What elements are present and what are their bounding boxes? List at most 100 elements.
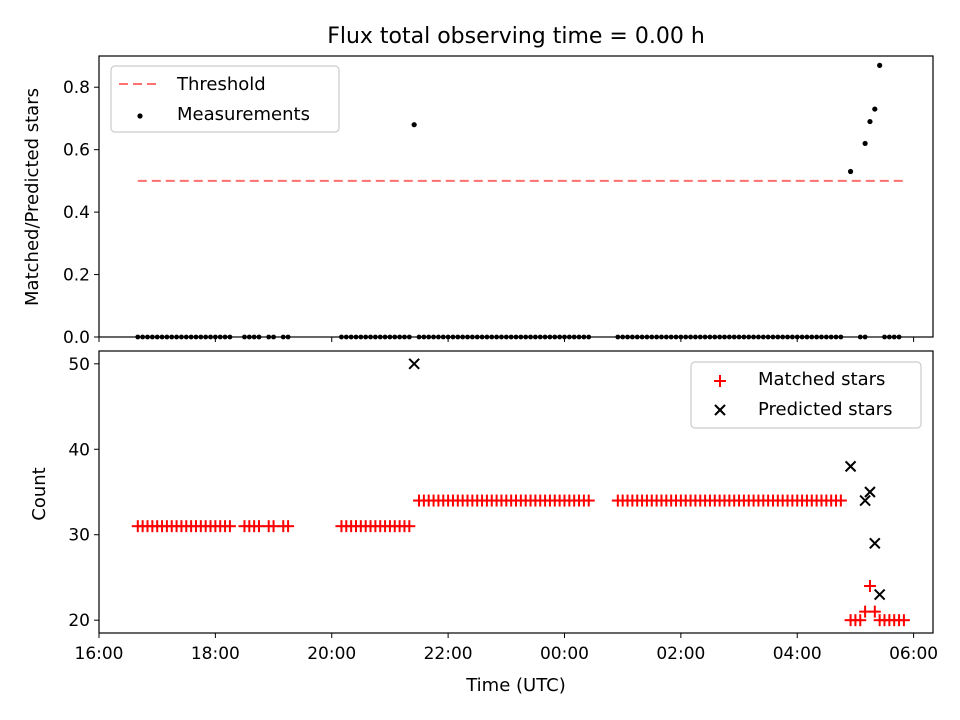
- matched-star-marker: [282, 520, 295, 533]
- threshold-legend-label: Threshold: [176, 74, 266, 95]
- measurement-point: [896, 334, 902, 340]
- matched-star-marker: [854, 614, 867, 627]
- measurement-point: [465, 334, 470, 340]
- measurement-point: [659, 334, 664, 340]
- matched-star-marker: [582, 494, 595, 507]
- measurement-point: [542, 334, 548, 340]
- measurement-point: [620, 334, 626, 340]
- predicted-star-marker: [864, 486, 876, 498]
- measurement-point: [135, 334, 141, 340]
- measurement-point: [872, 106, 878, 112]
- top-y-tick-label: 0.6: [63, 141, 90, 161]
- measurement-point: [266, 334, 272, 340]
- predicted-stars-legend-marker: [714, 404, 726, 416]
- measurements-legend-label: Measurements: [177, 104, 310, 125]
- measurement-point: [508, 334, 514, 340]
- measurement-point: [862, 334, 868, 340]
- measurement-point: [654, 334, 660, 340]
- bottom-x-tick-label: 06:00: [889, 644, 938, 664]
- matched-stars-legend-label: Matched stars: [758, 369, 885, 390]
- measurement-point: [450, 334, 456, 340]
- measurement-point: [673, 334, 679, 340]
- measurement-point: [644, 334, 650, 340]
- bottom-y-tick-label: 20: [68, 611, 90, 631]
- measurement-point: [421, 334, 427, 340]
- measurement-point: [494, 334, 500, 340]
- top-legend-frame: [110, 65, 340, 133]
- top-y-tick-label: 0.2: [63, 266, 90, 286]
- predicted-star-marker: [873, 588, 886, 601]
- top-panel: 0.00.20.40.60.8 Matched/Predicted stars …: [22, 55, 934, 348]
- measurement-point: [431, 334, 436, 340]
- bottom-plot-frame: [98, 350, 934, 634]
- measurement-point: [615, 334, 621, 340]
- matched-star-marker: [863, 580, 876, 592]
- measurement-point: [440, 334, 446, 340]
- measurement-point: [179, 334, 184, 340]
- bottom-legend: Matched stars Predicted stars: [690, 361, 922, 429]
- measurement-point: [780, 334, 786, 340]
- measurement-point: [212, 334, 218, 340]
- bottom-y-tick-label: 40: [68, 440, 90, 460]
- bottom-y-axis-label: Count: [29, 467, 50, 520]
- bottom-x-tick-label: 02:00: [656, 644, 705, 664]
- measurement-point: [363, 334, 369, 340]
- measurement-point: [765, 334, 771, 340]
- measurement-point: [741, 334, 747, 340]
- measurement-point: [857, 334, 863, 340]
- matched-star-marker: [834, 494, 847, 507]
- measurement-point: [804, 334, 810, 340]
- measurement-point: [566, 334, 572, 340]
- measurement-point: [751, 334, 756, 340]
- top-plot-area: 0.0 0.2 0.4 0.6 0.8: [63, 55, 934, 348]
- predicted-stars-legend-label: Predicted stars: [758, 399, 892, 420]
- figure-title: Flux total observing time = 0.00 h: [327, 24, 705, 49]
- matched-star-marker: [897, 614, 910, 627]
- measurement-point: [882, 334, 887, 340]
- measurement-point: [693, 334, 698, 340]
- measurement-point: [242, 334, 247, 340]
- measurement-point: [668, 334, 674, 340]
- predicted-star-marker: [859, 494, 871, 507]
- measurement-point: [649, 334, 655, 340]
- measurement-point: [707, 334, 713, 340]
- measurement-point: [683, 334, 689, 340]
- measurement-point: [217, 334, 223, 340]
- measurement-point: [799, 334, 805, 340]
- bottom-legend-frame: [690, 361, 922, 429]
- bottom-x-tick-label: 20:00: [307, 644, 356, 664]
- measurement-point: [586, 334, 592, 340]
- measurement-point: [678, 334, 684, 340]
- measurement-point: [717, 334, 723, 340]
- bottom-x-tick-label: 18:00: [191, 644, 240, 664]
- bottom-plot-area: 20 30 40 50 16:00 18:00 20:00 22:00 00:00 02:00 04…: [68, 350, 938, 664]
- measurement-point: [285, 334, 291, 340]
- measurement-point: [785, 334, 790, 340]
- measurement-point: [377, 334, 383, 340]
- measurement-point: [731, 334, 737, 340]
- measurement-point: [862, 140, 868, 147]
- measurement-point: [634, 334, 640, 340]
- measurement-point: [823, 334, 829, 340]
- measurement-point: [372, 334, 378, 340]
- matched-star-marker: [223, 520, 236, 533]
- measurement-point: [164, 334, 170, 340]
- measurement-point: [688, 334, 693, 340]
- measurement-point: [188, 334, 194, 340]
- top-y-tick-label: 0.4: [63, 203, 90, 223]
- measurement-point: [183, 334, 189, 340]
- measurement-point: [353, 334, 359, 340]
- measurement-point: [775, 334, 781, 340]
- measurement-point: [159, 334, 165, 340]
- measurement-point: [726, 334, 732, 340]
- measurement-point: [256, 334, 262, 340]
- measurement-point: [697, 334, 703, 340]
- measurement-point: [402, 334, 407, 340]
- measurement-point: [140, 334, 146, 340]
- measurement-point: [455, 334, 461, 340]
- measurement-point: [537, 334, 543, 340]
- measurement-point: [760, 334, 766, 340]
- predicted-star-marker: [844, 460, 857, 473]
- measurement-point: [499, 334, 504, 340]
